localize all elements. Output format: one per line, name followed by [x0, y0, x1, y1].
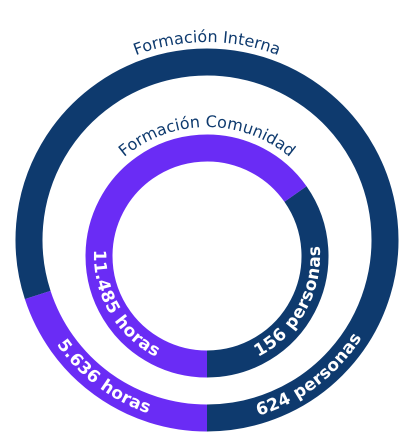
- inner-ring-purple: [85, 134, 307, 378]
- outer-ring-navy: [15, 48, 399, 432]
- outer-ring-purple: [24, 290, 208, 432]
- inner-ring-navy: [206, 186, 329, 378]
